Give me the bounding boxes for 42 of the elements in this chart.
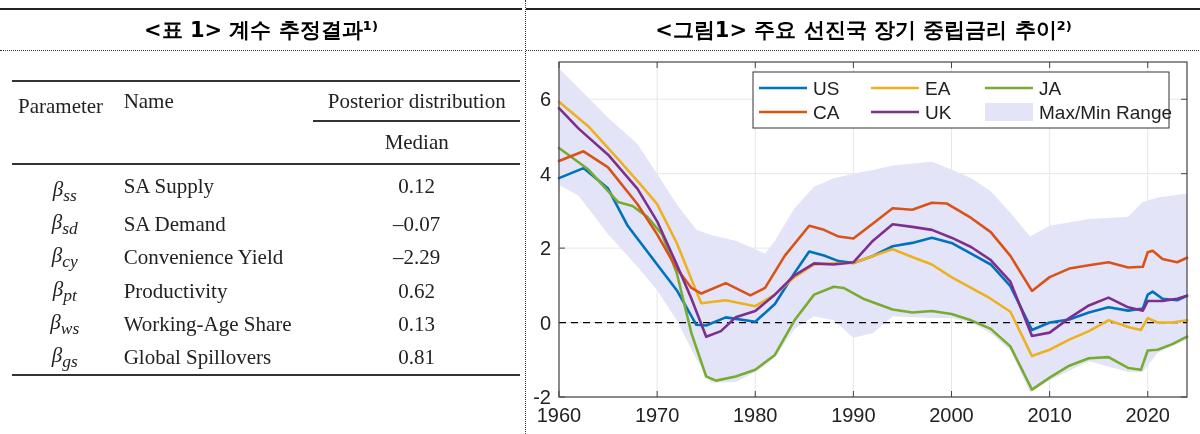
text: Posterior distribution: [313, 81, 520, 121]
y-tick-label: 6: [539, 88, 551, 111]
text: –2.29: [392, 244, 442, 272]
text: <표 1> 계수 추정결과¹⁾: [0, 8, 522, 51]
text: β$_{sd}$: [50, 209, 79, 241]
legend-label: CA: [813, 102, 840, 123]
text: β$_{ws}$: [49, 308, 81, 340]
y-tick-label: 0: [539, 311, 551, 334]
legend-label: EA: [925, 78, 951, 99]
legend-label: US: [813, 78, 840, 99]
text: Name: [122, 88, 175, 115]
text: β$_{ss}$: [51, 176, 78, 208]
x-tick-label: 1980: [733, 404, 778, 426]
text: β$_{pt}$: [51, 275, 78, 307]
y-tick-label: 2: [539, 237, 551, 260]
text: Convenience Yield: [122, 244, 285, 272]
line-series: [557, 150, 1189, 297]
text: SA Supply: [122, 173, 216, 201]
text: 0.81: [397, 344, 437, 372]
text: Productivity: [122, 277, 229, 305]
x-tick-label: 2000: [929, 404, 974, 426]
text: –0.07: [392, 211, 442, 239]
line-series: [557, 146, 1189, 391]
x-tick-label: 1990: [831, 404, 876, 426]
text: Global Spillovers: [122, 344, 273, 372]
text: Working-Age Share: [122, 310, 293, 338]
text: 0.13: [397, 310, 437, 338]
y-tick-label: 4: [539, 162, 551, 185]
legend-label: UK: [925, 102, 952, 123]
chart-title: <그림1> 주요 선진국 장기 중립금리 추이²⁾: [526, 8, 1200, 51]
text: 0.12: [397, 173, 437, 201]
x-tick-label: 2010: [1027, 404, 1072, 426]
text: β$_{cy}$: [50, 242, 79, 274]
text: β$_{gs}$: [50, 341, 79, 374]
legend-label: JA: [1039, 78, 1062, 99]
x-tick-label: 1970: [634, 404, 680, 426]
x-tick-label: 2020: [1125, 404, 1170, 426]
text: SA Demand: [122, 211, 227, 239]
text: 0.62: [397, 277, 437, 305]
text: Parameter: [17, 93, 105, 120]
text: Median: [383, 129, 450, 156]
legend-label: Max/Min Range: [1039, 102, 1173, 123]
